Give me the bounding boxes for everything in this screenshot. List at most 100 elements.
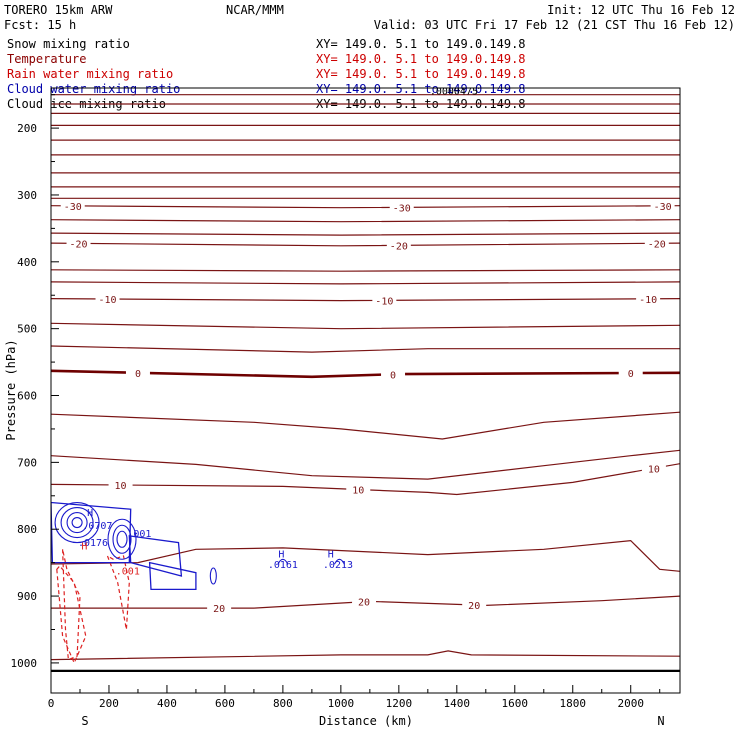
x-tick-label: 600 [215,697,235,710]
isotherm-label-bg [650,199,675,212]
isotherm-label-bg [641,462,666,475]
isotherm-label: -10 [98,295,116,306]
isotherm-label: 20 [358,598,370,609]
isotherm-label-bg [381,368,406,381]
isotherm-line [51,463,680,496]
x-tick-label: 0 [48,697,55,710]
cloud-water-ring [116,530,128,548]
isotherm-label-bg [346,483,371,496]
rain-contour [106,554,130,630]
rain-label: .001 [116,567,140,578]
isotherm-label: 20 [468,601,480,612]
y-tick-label: 900 [17,590,37,603]
isotherm-label: 0 [628,369,634,380]
isotherm-label: -10 [639,295,657,306]
isotherm-label: -30 [654,202,672,213]
legend-cloud-water-xy: XY= 149.0. 5.1 to 149.0.149.8 [316,82,526,96]
cloud-water-label: .0161 [268,560,298,571]
model-title: TORERO 15km ARW [4,3,113,17]
cloud-water-label: .0707 [82,521,112,532]
isotherm-line [51,411,680,440]
isotherm-label-bg [386,239,411,252]
isotherm-label-bg [389,201,414,214]
y-tick-label: 1000 [11,657,38,670]
x-axis-title: Distance (km) [319,714,413,728]
isotherm-label-bg [60,199,85,212]
x-tick-label: 1400 [444,697,471,710]
legend-rain-label: Rain water mixing ratio [7,67,173,81]
cloud-water-ring [66,511,88,534]
cloud-water-contour [51,501,132,564]
isotherm-line [51,650,680,661]
cloud-water-contour [148,561,197,591]
isotherm-label-bg [352,595,377,608]
x-tick-label: 800 [273,697,293,710]
isotherm-label: -20 [390,241,408,252]
legend-temperature-xy: XY= 149.0. 5.1 to 149.0.149.8 [316,52,526,66]
isotherm-label: 0 [135,369,141,380]
forecast-hour: Fcst: 15 h [4,18,76,32]
valid-time: Valid: 03 UTC Fri 17 Feb 12 (21 CST Thu … [374,18,735,32]
plot-frame [50,87,681,694]
isotherm-label: 0 [390,370,396,381]
cloud-water-label: .001 [127,529,151,540]
isotherm-label-bg [462,599,487,612]
north-end-label: N [657,714,664,728]
rain-contour [56,565,87,665]
y-tick-label: 500 [17,323,37,336]
x-tick-label: 400 [157,697,177,710]
legend-snow-xy: XY= 149.0. 5.1 to 149.0.149.8 [316,37,526,51]
isotherm-line [51,298,680,302]
isotherm-line [51,539,680,572]
isotherm-label: 10 [352,486,364,497]
axes: 0 200 400 600 800 1000 1200 1400 1600 1800 2000200… [11,94,661,710]
isotherm-line [51,219,680,223]
isotherm-line [51,232,680,236]
plot-layer: -30 -30 -30 -20 -20 -20 -10 -10 -10 0 0 0 10 10 10 20 20… [51,80,680,673]
isotherm-label: -30 [64,202,82,213]
y-tick-label: 600 [17,390,37,403]
isotherm-label-bg [95,292,120,305]
isotherm-line [51,281,680,285]
isotherm-line [51,322,680,330]
x-tick-label: 1000 [328,697,355,710]
isotherm-label-bg [207,602,232,615]
cloud-water-cell [277,558,289,565]
isotherm-label-bg [125,366,150,379]
cloud-water-ring [71,516,83,529]
y-tick-label: 800 [17,523,37,536]
isotherm-line [51,449,680,480]
cloud-ice-label: H [441,80,447,91]
isotherm-label: -30 [393,203,411,214]
rain-label: H [81,541,87,552]
isotherm-label: -20 [70,239,88,250]
isotherm-label-bg [618,367,643,380]
plot-area: -30 -30 -30 -20 -20 -20 -10 -10 -10 0 0 0 10 10 10 20 20… [51,80,680,673]
init-time: Init: 12 UTC Thu 16 Feb 12 [547,3,735,17]
isotherm-label-bg [108,479,133,492]
isotherm-line [51,205,680,209]
isotherm-label-bg [372,294,397,307]
y-tick-label: 300 [17,189,37,202]
cloud-water-cell [333,558,345,565]
legend-snow-label: Snow mixing ratio [7,37,130,51]
cloud-water-label: .0176 [78,538,108,549]
y-tick-label: 700 [17,456,37,469]
x-tick-label: 1600 [502,697,529,710]
cloud-water-ring [107,518,137,560]
isotherm-label: 20 [213,604,225,615]
isotherm-line [51,369,680,379]
cloud-water-label: H [328,549,334,560]
cloud-water-label: H [278,549,284,560]
cloud-water-label: .0213 [323,560,353,571]
rain-contour [62,549,81,661]
isotherm-label-bg [66,237,91,250]
south-end-label: S [81,714,88,728]
x-tick-label: 200 [99,697,119,710]
legend-rain-xy: XY= 149.0. 5.1 to 149.0.149.8 [316,67,526,81]
cloud-ice-label: .0000475 [430,87,478,98]
legend-temperature-label: Temperature [7,52,86,66]
x-tick-label: 1200 [386,697,413,710]
legend-cloud-water-label: Cloud water mixing ratio [7,82,180,96]
